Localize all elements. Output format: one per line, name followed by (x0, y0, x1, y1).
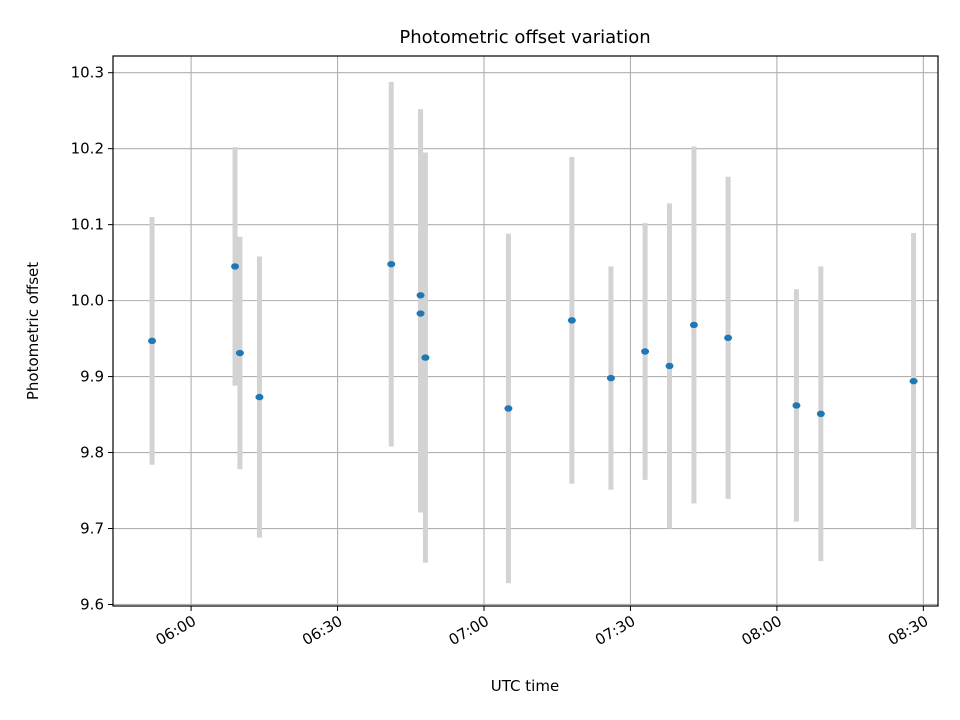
x-tick-label: 06:00 (153, 612, 199, 649)
data-point (235, 349, 244, 357)
y-tick-label: 10.2 (71, 140, 104, 158)
y-tick-label: 10.3 (71, 64, 104, 82)
x-tick-label: 07:00 (446, 612, 492, 649)
y-axis-label: Photometric offset (24, 262, 42, 400)
error-bars (149, 81, 917, 584)
data-point (567, 317, 576, 324)
data-point (606, 374, 615, 382)
data-point (816, 410, 825, 418)
y-tick-label: 9.9 (80, 368, 104, 386)
grid (113, 56, 938, 606)
data-point (641, 348, 650, 355)
data-point (387, 260, 396, 268)
x-tick-label: 08:00 (738, 612, 784, 649)
data-point (909, 377, 918, 385)
data-point (255, 393, 264, 401)
data-point (231, 263, 240, 270)
y-tick-label: 10.0 (71, 292, 104, 310)
data-point (724, 334, 733, 342)
data-point (689, 321, 698, 329)
x-tick-label: 07:30 (592, 612, 638, 649)
x-axis-label: UTC time (491, 677, 559, 695)
data-point (504, 405, 513, 412)
data-point (416, 292, 425, 299)
x-axis-ticks: 06:00 06:30 07:00 07:30 08:00 08:30 (153, 606, 931, 649)
y-axis-ticks: 9.6 9.7 9.8 9.9 10.0 10.1 10.2 10.3 (71, 64, 113, 613)
data-point (416, 310, 425, 317)
y-tick-label: 10.1 (71, 216, 104, 234)
data-point (421, 354, 430, 361)
plot-frame (112, 55, 939, 607)
chart-title: Photometric offset variation (399, 27, 650, 48)
data-point (665, 362, 674, 370)
x-tick-label: 06:30 (299, 612, 345, 649)
data-point (148, 337, 157, 345)
data-point (792, 402, 801, 409)
y-tick-label: 9.8 (80, 444, 104, 462)
data-points (148, 260, 918, 418)
x-tick-label: 08:30 (885, 612, 931, 649)
y-tick-label: 9.6 (80, 595, 104, 613)
y-tick-label: 9.7 (80, 520, 104, 538)
